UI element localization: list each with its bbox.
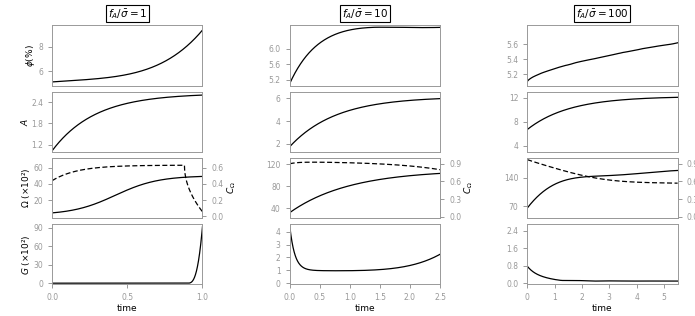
X-axis label: time: time (117, 304, 138, 313)
Y-axis label: $C_\Omega$: $C_\Omega$ (463, 182, 475, 194)
Title: $f_A/\bar{\sigma}=100$: $f_A/\bar{\sigma}=100$ (576, 7, 629, 21)
X-axis label: time: time (354, 304, 375, 313)
Title: $f_A/\bar{\sigma}=10$: $f_A/\bar{\sigma}=10$ (342, 7, 388, 21)
Y-axis label: $\Omega$ ($\times$10²): $\Omega$ ($\times$10²) (20, 168, 32, 208)
X-axis label: time: time (592, 304, 613, 313)
Y-axis label: $C_\Omega$: $C_\Omega$ (225, 182, 238, 194)
Y-axis label: $G$ ($\times$10²): $G$ ($\times$10²) (20, 234, 32, 275)
Title: $f_A/\bar{\sigma}=1$: $f_A/\bar{\sigma}=1$ (108, 7, 147, 21)
Y-axis label: $\phi$(%): $\phi$(%) (24, 44, 37, 67)
Y-axis label: $A$: $A$ (19, 118, 30, 126)
